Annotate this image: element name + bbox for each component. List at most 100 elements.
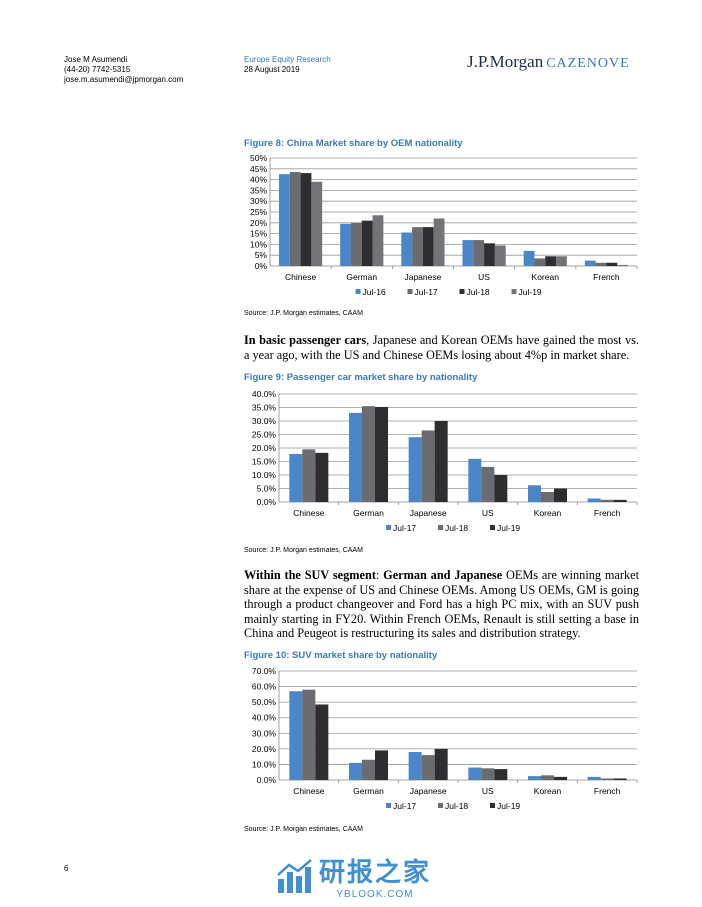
y-tick-label: 0% (255, 261, 268, 271)
legend-swatch (438, 525, 443, 530)
bar-jul-17-us (468, 767, 482, 780)
bar-jul-19-us (494, 769, 508, 780)
bar-jul-17-french (587, 498, 601, 502)
bar-jul-18-chinese (300, 173, 312, 266)
author-phone: (44-20) 7742-5315 (64, 65, 131, 74)
x-tick-label: Chinese (293, 786, 324, 796)
bar-jul-18-us (481, 466, 495, 502)
x-tick-label: Chinese (285, 272, 316, 282)
bar-jul-19-korean (554, 776, 567, 780)
y-tick-label: 30.0% (252, 728, 277, 738)
watermark-en: YBLOOK.COM (336, 889, 414, 900)
bar-chart-logo-icon (277, 859, 312, 893)
bar-jul-19-us (494, 475, 508, 502)
x-tick-label: Korean (534, 786, 562, 796)
legend-label: Jul-18 (445, 523, 468, 533)
bar-jul-17-german (349, 762, 362, 780)
bar-jul-17-korean (534, 258, 546, 266)
y-tick-label: 10% (250, 239, 267, 249)
legend-swatch (490, 803, 495, 808)
x-tick-label: French (594, 786, 621, 796)
bar-jul-19-german (375, 750, 388, 780)
bar-jul-19-korean (554, 488, 567, 502)
y-tick-label: 70.0% (252, 666, 277, 676)
figure-9-source: Source: J.P. Morgan estimates, CAAM (244, 547, 363, 554)
bar-jul-17-korean (528, 485, 541, 502)
figure-10-title: Figure 10: SUV market share by nationali… (244, 650, 438, 661)
publication-block: Europe Equity Research 28 August 2019 (244, 55, 331, 75)
figure-8-source: Source: J.P. Morgan estimates, CAAM (244, 310, 363, 317)
bar-jul-17-chinese (289, 691, 303, 780)
legend-label: Jul-17 (415, 287, 438, 297)
y-tick-label: 10.0% (252, 470, 277, 480)
x-tick-label: Japanese (410, 508, 447, 518)
paragraph-lead: In basic passenger cars (244, 333, 367, 347)
bar-jul-18-japanese (421, 755, 435, 780)
y-tick-label: 35.0% (252, 403, 277, 413)
bar-jul-17-german (349, 412, 362, 502)
x-tick-label: Chinese (293, 508, 324, 518)
legend-swatch (355, 289, 361, 294)
legend-label: Jul-17 (393, 523, 416, 533)
y-tick-label: 20.0% (252, 744, 277, 754)
paragraph-text: OEMs are winning market share at the exp… (244, 568, 639, 641)
bar-jul-16-japanese (401, 232, 413, 266)
y-tick-label: 30.0% (252, 416, 277, 426)
legend-label: Jul-19 (497, 523, 520, 533)
x-tick-label: French (593, 272, 620, 282)
figure-8-chart: 0% 5% 10% 15% 20% 25% 30% 35% 40% 45% 50% Chinese Ge… (240, 150, 640, 302)
bar-jul-18-french (606, 262, 618, 266)
legend-label: Jul-18 (445, 801, 468, 811)
figure-10-source: Source: J.P. Morgan estimates, CAAM (244, 826, 363, 833)
x-tick-label: French (594, 508, 621, 518)
bar-jul-19-french (613, 778, 627, 780)
bar-jul-17-korean (528, 776, 541, 780)
legend-label: Jul-18 (467, 287, 490, 297)
paragraph-text: : (375, 568, 384, 582)
bar-jul-18-french (600, 778, 614, 780)
figure-9-chart: 0.0% 5.0% 10.0% 15.0% 20.0% 25.0% 30.0% 35.0% 40… (240, 385, 640, 537)
publication-name: Europe Equity Research (244, 55, 331, 64)
legend-swatch (490, 525, 495, 530)
bar-jul-16-chinese (278, 174, 290, 266)
y-tick-label: 50% (250, 153, 267, 163)
y-tick-label: 40.0% (252, 713, 277, 723)
y-tick-label: 15% (250, 229, 267, 239)
y-tick-label: 40% (250, 175, 267, 185)
x-tick-label: Japanese (410, 786, 447, 796)
x-tick-label: German (346, 272, 377, 282)
bar-jul-18-chinese (302, 449, 316, 502)
jpmorgan-cazenove-logo: J.P.Morgan CAZENOVE (467, 52, 630, 72)
bar-jul-18-korean (545, 256, 557, 266)
x-tick-label: Korean (534, 508, 562, 518)
y-tick-label: 25% (250, 207, 267, 217)
x-tick-label: US (482, 508, 494, 518)
bar-jul-18-chinese (302, 689, 316, 780)
figure-8-title: Figure 8: China Market share by OEM nati… (244, 138, 463, 149)
chart-svg: 0%5%10%15%20%25%30%35%40%45%50% Chinese Ge… (250, 153, 638, 297)
bar-jul-17-us (468, 458, 482, 502)
legend-swatch (438, 803, 443, 808)
y-tick-label: 0.0% (257, 775, 277, 785)
bar-jul-17-japanese (408, 751, 422, 780)
author-email[interactable]: jose.m.asumendi@jpmorgan.com (64, 75, 184, 84)
author-name: Jose M Asumendi (64, 55, 128, 64)
legend-swatch (407, 289, 413, 294)
bar-jul-19-french (617, 264, 629, 266)
chart-svg: 0.0% 10.0% 20.0% 30.0% 40.0% 50.0% 60.0% 70.0% C… (252, 666, 638, 811)
bar-jul-18-japanese (421, 430, 435, 502)
page-number: 6 (64, 864, 69, 873)
bar-jul-17-chinese (289, 172, 301, 266)
legend-swatch (459, 289, 465, 294)
bar-jul-17-french (587, 776, 601, 780)
bar-jul-19-chinese (311, 181, 323, 266)
legend-swatch (386, 803, 391, 808)
bar-jul-19-us (494, 245, 506, 266)
x-tick-label: US (478, 272, 490, 282)
legend-label: Jul-19 (519, 287, 542, 297)
bar-jul-17-german (350, 222, 362, 266)
bar-jul-19-chinese (315, 704, 329, 780)
y-tick-label: 40.0% (252, 389, 277, 399)
y-tick-label: 5% (255, 250, 268, 260)
bar-jul-16-us (462, 240, 474, 266)
